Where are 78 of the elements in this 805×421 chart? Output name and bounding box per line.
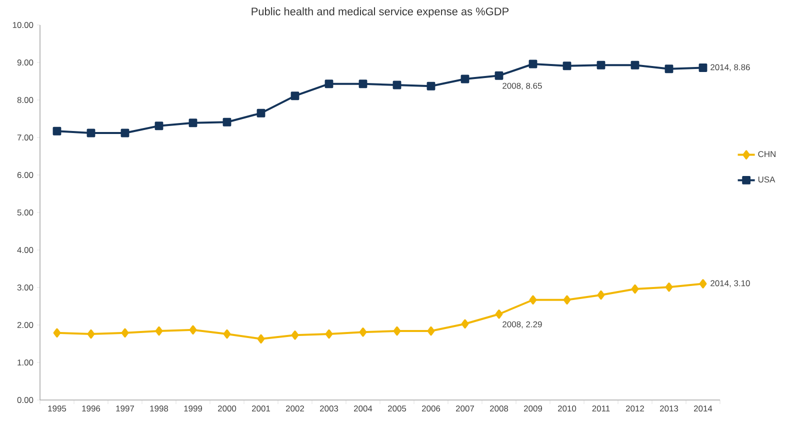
x-tick-label: 2014 <box>694 406 712 412</box>
point <box>358 80 368 88</box>
point <box>290 92 300 100</box>
y-tick-label: 7.00 <box>17 134 34 140</box>
point <box>699 279 707 288</box>
x-tick-label: 1997 <box>116 406 134 412</box>
point <box>427 326 435 336</box>
point <box>562 62 572 70</box>
point <box>563 295 571 304</box>
y-tick-label: 3.00 <box>17 284 34 290</box>
x-tick-label: 1998 <box>150 406 168 412</box>
point <box>630 60 640 70</box>
x-tick-label: 2011 <box>592 406 610 412</box>
point <box>121 328 129 338</box>
legend-label: USA <box>758 176 776 182</box>
x-tick-label: 2001 <box>252 406 270 412</box>
point <box>222 118 232 126</box>
x-tick-label: 1995 <box>48 406 66 412</box>
point <box>325 329 333 339</box>
y-tick-label: 4.00 <box>17 247 34 253</box>
x-tick-label: 1999 <box>184 406 202 412</box>
y-tick-label: 10.00 <box>12 22 34 28</box>
point <box>528 60 538 68</box>
y-tick-label: 5.00 <box>17 210 34 216</box>
point <box>529 295 537 304</box>
point <box>664 64 674 74</box>
x-tick-label: 2004 <box>354 406 372 412</box>
chart-title: Public health and medical service expense as %GDP <box>252 7 509 18</box>
y-tick-label: 0.00 <box>17 397 34 403</box>
x-tick-label: 1996 <box>82 406 100 412</box>
x-tick-label: 2003 <box>320 406 338 412</box>
point <box>120 128 130 138</box>
x-tick-label: 2010 <box>558 406 576 412</box>
point <box>426 82 436 90</box>
x-tick-label: 2012 <box>626 406 644 412</box>
point <box>393 326 401 336</box>
point <box>324 80 334 88</box>
point <box>223 329 231 339</box>
point <box>155 326 163 336</box>
annotation: 2014, 8.86 <box>710 64 750 72</box>
x-tick-label: 2008 <box>490 406 508 412</box>
point <box>461 319 469 328</box>
x-tick-label: 2013 <box>660 406 678 412</box>
point <box>359 328 367 337</box>
point <box>631 284 639 294</box>
annotation: 2008, 2.29 <box>502 321 542 328</box>
y-tick-label: 1.00 <box>18 360 34 366</box>
point <box>154 122 164 130</box>
x-tick-label: 2000 <box>218 406 236 412</box>
y-tick-label: 6.00 <box>17 172 34 178</box>
x-tick-label: 2005 <box>388 406 406 412</box>
x-tick-label: 2007 <box>456 406 474 412</box>
point <box>256 108 266 118</box>
point <box>86 128 96 138</box>
annotation: 2008, 8.65 <box>502 82 542 90</box>
y-tick-label: 2.00 <box>17 322 34 328</box>
point <box>494 71 504 80</box>
point <box>53 328 61 338</box>
y-tick-label: 9.00 <box>17 60 34 66</box>
point <box>460 74 470 84</box>
x-tick-label: 2009 <box>524 406 542 412</box>
point <box>87 329 95 339</box>
y-tick-label: 8.00 <box>17 97 34 103</box>
point <box>698 64 708 72</box>
x-tick-label: 2006 <box>422 406 440 412</box>
point <box>495 310 503 319</box>
annotation: 2014, 3.10 <box>710 280 750 288</box>
point <box>291 330 299 340</box>
point <box>257 334 265 344</box>
point <box>189 325 197 334</box>
point <box>597 290 605 300</box>
x-tick-label: 2002 <box>286 406 304 412</box>
point <box>188 118 198 128</box>
point <box>392 80 402 90</box>
point <box>52 126 62 136</box>
legend-label: CHN <box>758 151 776 158</box>
point <box>596 60 606 70</box>
point <box>665 282 673 292</box>
